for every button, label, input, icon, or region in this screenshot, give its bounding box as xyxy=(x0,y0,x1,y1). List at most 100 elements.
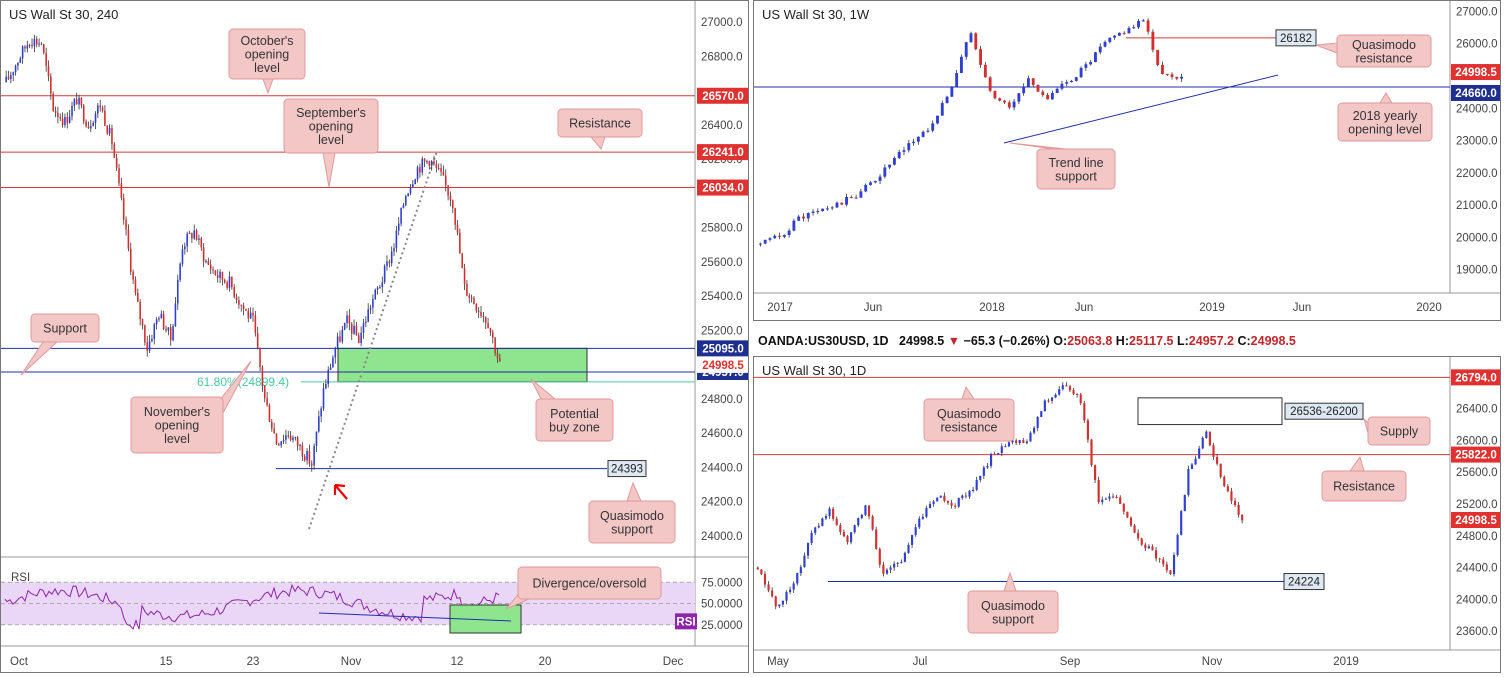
h4-price-tick: 26800.0 xyxy=(701,51,743,63)
candle-body xyxy=(160,313,163,319)
candle-body xyxy=(763,239,767,244)
candle-body xyxy=(1165,73,1169,75)
candle-body xyxy=(875,529,878,549)
candle-body xyxy=(1029,432,1032,442)
d-price-tick: 24400.0 xyxy=(1456,563,1498,575)
candle-body xyxy=(468,295,471,298)
octobers-opening-callout-box xyxy=(228,28,306,80)
candle-body xyxy=(936,497,939,502)
candle-body xyxy=(903,552,906,562)
candle-body xyxy=(1137,20,1140,28)
resistance-badge-text: 26241.0 xyxy=(702,147,744,159)
candle-body xyxy=(914,527,917,535)
close-label: C: xyxy=(1237,334,1251,348)
candle-body xyxy=(68,116,71,123)
candle-body xyxy=(1115,496,1118,498)
h4-time-tick: Nov xyxy=(341,656,362,668)
candle-body xyxy=(1033,427,1036,433)
qm-support-callout-text: support xyxy=(611,522,653,536)
septembers-opening-callout-text: opening xyxy=(309,120,354,134)
weekly-chart: 27000.0 26000.0 24000.0 23000.0 22000.0 21000… xyxy=(754,1,1500,314)
candle-body xyxy=(1027,78,1030,87)
candle-body xyxy=(466,283,468,296)
h4-price-tick: 24400.0 xyxy=(701,462,743,474)
candle-body xyxy=(1170,74,1174,77)
divergence-line xyxy=(318,612,512,622)
h4-price-tick: 24600.0 xyxy=(701,428,743,440)
candle-body xyxy=(885,569,889,574)
octobers-opening-callout-text: level xyxy=(254,61,280,75)
candle-body xyxy=(383,265,386,283)
h4-price-tick: 27000.0 xyxy=(701,17,743,29)
candle-body xyxy=(153,324,156,339)
candle-body xyxy=(254,315,257,334)
d-qm-support-callout-box xyxy=(967,590,1059,634)
candle-body xyxy=(888,164,892,168)
candle-body xyxy=(900,561,903,563)
candle-body xyxy=(263,385,266,399)
candle-body xyxy=(296,437,299,446)
candle-body xyxy=(806,213,810,219)
divergence-box xyxy=(449,604,522,634)
candle-body xyxy=(186,233,188,247)
candle-body xyxy=(268,405,271,422)
candle-body xyxy=(850,532,853,543)
candle-body xyxy=(997,452,1000,455)
h4-price-tick: 26400.0 xyxy=(701,120,743,132)
candle-body xyxy=(778,604,781,607)
candle-body xyxy=(369,307,372,310)
candle-body xyxy=(1050,92,1054,100)
d-time-tick: May xyxy=(767,656,789,668)
candle-body xyxy=(1147,546,1150,549)
candle-body xyxy=(1201,437,1204,449)
w-trendline-callout-text: support xyxy=(1055,169,1097,183)
candle-body xyxy=(989,454,993,466)
candle-body xyxy=(1070,80,1073,83)
candle-body xyxy=(306,450,308,461)
candle-body xyxy=(259,347,261,368)
candle-body xyxy=(1041,91,1045,95)
candle-body xyxy=(802,216,805,219)
candle-body xyxy=(957,497,960,507)
candle-body xyxy=(414,179,416,185)
candle-body xyxy=(1113,35,1117,38)
resistance-callout-tail xyxy=(589,136,606,151)
candle-body xyxy=(426,161,428,163)
candle-body xyxy=(165,328,167,331)
candle-body xyxy=(273,428,275,434)
candle-body xyxy=(50,76,52,94)
candle-body xyxy=(357,335,360,343)
buy-zone-rect xyxy=(337,347,588,383)
candle-body xyxy=(437,167,440,169)
candle-body xyxy=(329,367,332,370)
candle-body xyxy=(1065,385,1068,387)
candle-body xyxy=(94,113,97,124)
candle-body xyxy=(198,238,200,240)
candle-body xyxy=(444,175,447,186)
candle-body xyxy=(857,518,860,526)
candle-body xyxy=(285,435,287,440)
candle-body xyxy=(249,312,252,319)
candle-body xyxy=(463,267,466,284)
candle-body xyxy=(191,233,193,239)
support-callout-box xyxy=(30,313,100,343)
candle-body xyxy=(214,270,217,276)
rsi-label: RSI xyxy=(11,572,30,584)
candle-body xyxy=(959,56,963,74)
support-badge-text: 25095.0 xyxy=(702,343,744,355)
d-qm-resistance-callout-text: Quasimodo xyxy=(937,407,1001,421)
candle-body xyxy=(388,261,391,264)
h4-time-tick: 15 xyxy=(160,656,173,668)
candle-body xyxy=(26,45,29,49)
w-time-tick: 2020 xyxy=(1416,302,1442,314)
candle-body xyxy=(266,398,268,406)
candle-body xyxy=(975,479,978,490)
candle-body xyxy=(926,130,930,132)
candle-body xyxy=(1151,546,1154,551)
candle-body xyxy=(111,127,113,145)
w-price-tick: 21000.0 xyxy=(1456,200,1498,212)
h4-price-tick: 24200.0 xyxy=(701,497,743,509)
candle-body xyxy=(195,230,198,240)
w-price-tick: 26000.0 xyxy=(1456,39,1498,51)
novembers-opening-callout-text: November's xyxy=(144,405,210,419)
